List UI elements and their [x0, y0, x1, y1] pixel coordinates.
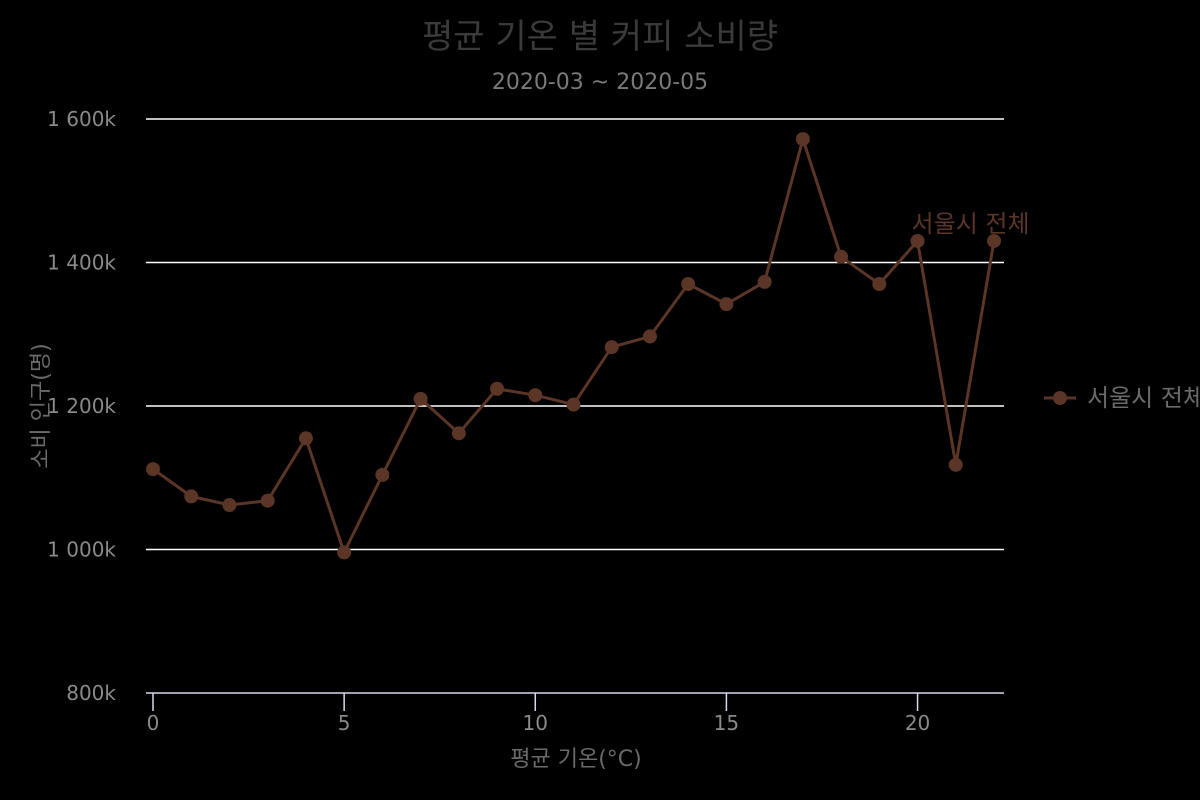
data-point[interactable]	[566, 397, 581, 412]
data-point[interactable]	[184, 489, 199, 504]
data-point[interactable]	[375, 467, 390, 482]
data-point[interactable]	[413, 391, 428, 406]
x-axis-label: 평균 기온(°C)	[510, 747, 641, 772]
data-point[interactable]	[719, 297, 734, 312]
series-annotation: 서울시 전체	[912, 210, 1030, 238]
data-point[interactable]	[146, 462, 160, 477]
data-point[interactable]	[642, 329, 657, 344]
x-tick-label: 10	[523, 711, 548, 735]
data-point[interactable]	[987, 233, 1001, 248]
data-point[interactable]	[834, 249, 849, 264]
x-tick-label: 0	[147, 711, 160, 735]
data-point[interactable]	[948, 457, 963, 472]
data-point[interactable]	[337, 545, 352, 560]
data-point[interactable]	[528, 388, 543, 403]
data-point[interactable]	[604, 340, 619, 355]
data-point[interactable]	[298, 431, 313, 446]
x-tick-label: 15	[714, 711, 739, 735]
y-axis-label: 소비 인구(명)	[29, 343, 54, 468]
data-point[interactable]	[757, 274, 772, 289]
y-tick-label: 1 400k	[47, 251, 116, 275]
data-point[interactable]	[451, 426, 466, 441]
legend-dot-marker	[1053, 391, 1067, 405]
series-line	[152, 137, 996, 554]
y-tick-label: 800k	[66, 681, 116, 705]
gridlines	[146, 118, 1004, 551]
legend-label: 서울시 전체	[1087, 384, 1200, 412]
y-axis: 800k 1 000k 1 200k 1 400k 1 600k	[47, 107, 116, 705]
y-tick-label: 1 000k	[47, 538, 116, 562]
series-group	[146, 132, 1001, 560]
data-point[interactable]	[490, 381, 505, 396]
y-tick-label: 1 600k	[47, 107, 116, 131]
chart-subtitle: 2020-03 ~ 2020-05	[492, 70, 708, 95]
x-axis: 0 5 10 15 20	[146, 692, 1004, 735]
legend[interactable]: 서울시 전체	[1044, 384, 1200, 412]
x-tick-label: 20	[905, 711, 930, 735]
x-tick-label: 5	[338, 711, 351, 735]
data-point[interactable]	[910, 233, 925, 248]
data-point[interactable]	[872, 277, 887, 292]
data-point[interactable]	[260, 493, 275, 508]
data-point[interactable]	[681, 277, 696, 292]
y-tick-label: 1 200k	[47, 394, 116, 418]
data-point[interactable]	[222, 498, 237, 513]
data-point[interactable]	[795, 132, 810, 147]
chart-title: 평균 기온 별 커피 소비량	[422, 17, 778, 57]
